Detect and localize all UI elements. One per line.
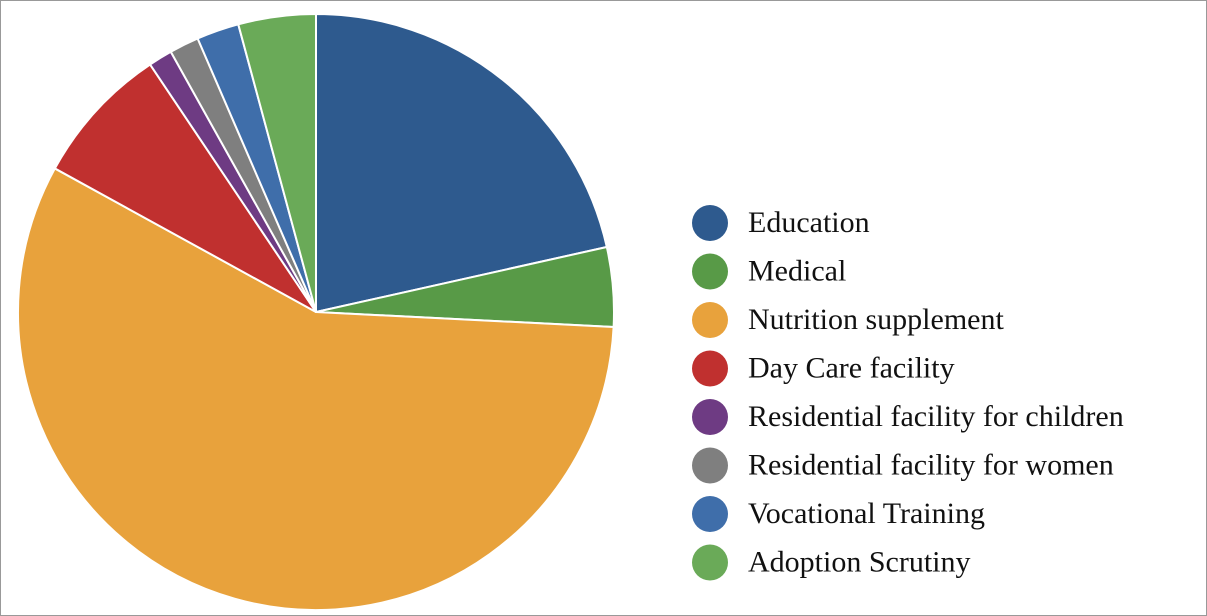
legend-label: Nutrition supplement — [748, 303, 1004, 336]
legend-label: Medical — [748, 254, 846, 287]
legend-label: Education — [748, 206, 870, 239]
legend-marker — [692, 350, 728, 387]
pie-slice — [17, 167, 615, 611]
legend-marker — [692, 253, 728, 290]
pie-slice — [237, 13, 317, 313]
legend-label: Day Care facility — [748, 351, 955, 384]
legend-marker — [692, 205, 728, 241]
legend-marker — [692, 302, 728, 338]
legend-marker — [692, 544, 728, 581]
legend-marker — [692, 399, 728, 435]
legend-label: Residential facility for women — [748, 448, 1114, 481]
pie-slice — [315, 13, 608, 313]
legend-marker — [692, 496, 728, 532]
legend-label: Residential facility for children — [748, 400, 1124, 433]
legend-marker — [692, 447, 728, 484]
legend-label: Vocational Training — [748, 497, 985, 530]
pie-slice — [53, 63, 317, 313]
legend-label: Adoption Scrutiny — [748, 545, 971, 578]
